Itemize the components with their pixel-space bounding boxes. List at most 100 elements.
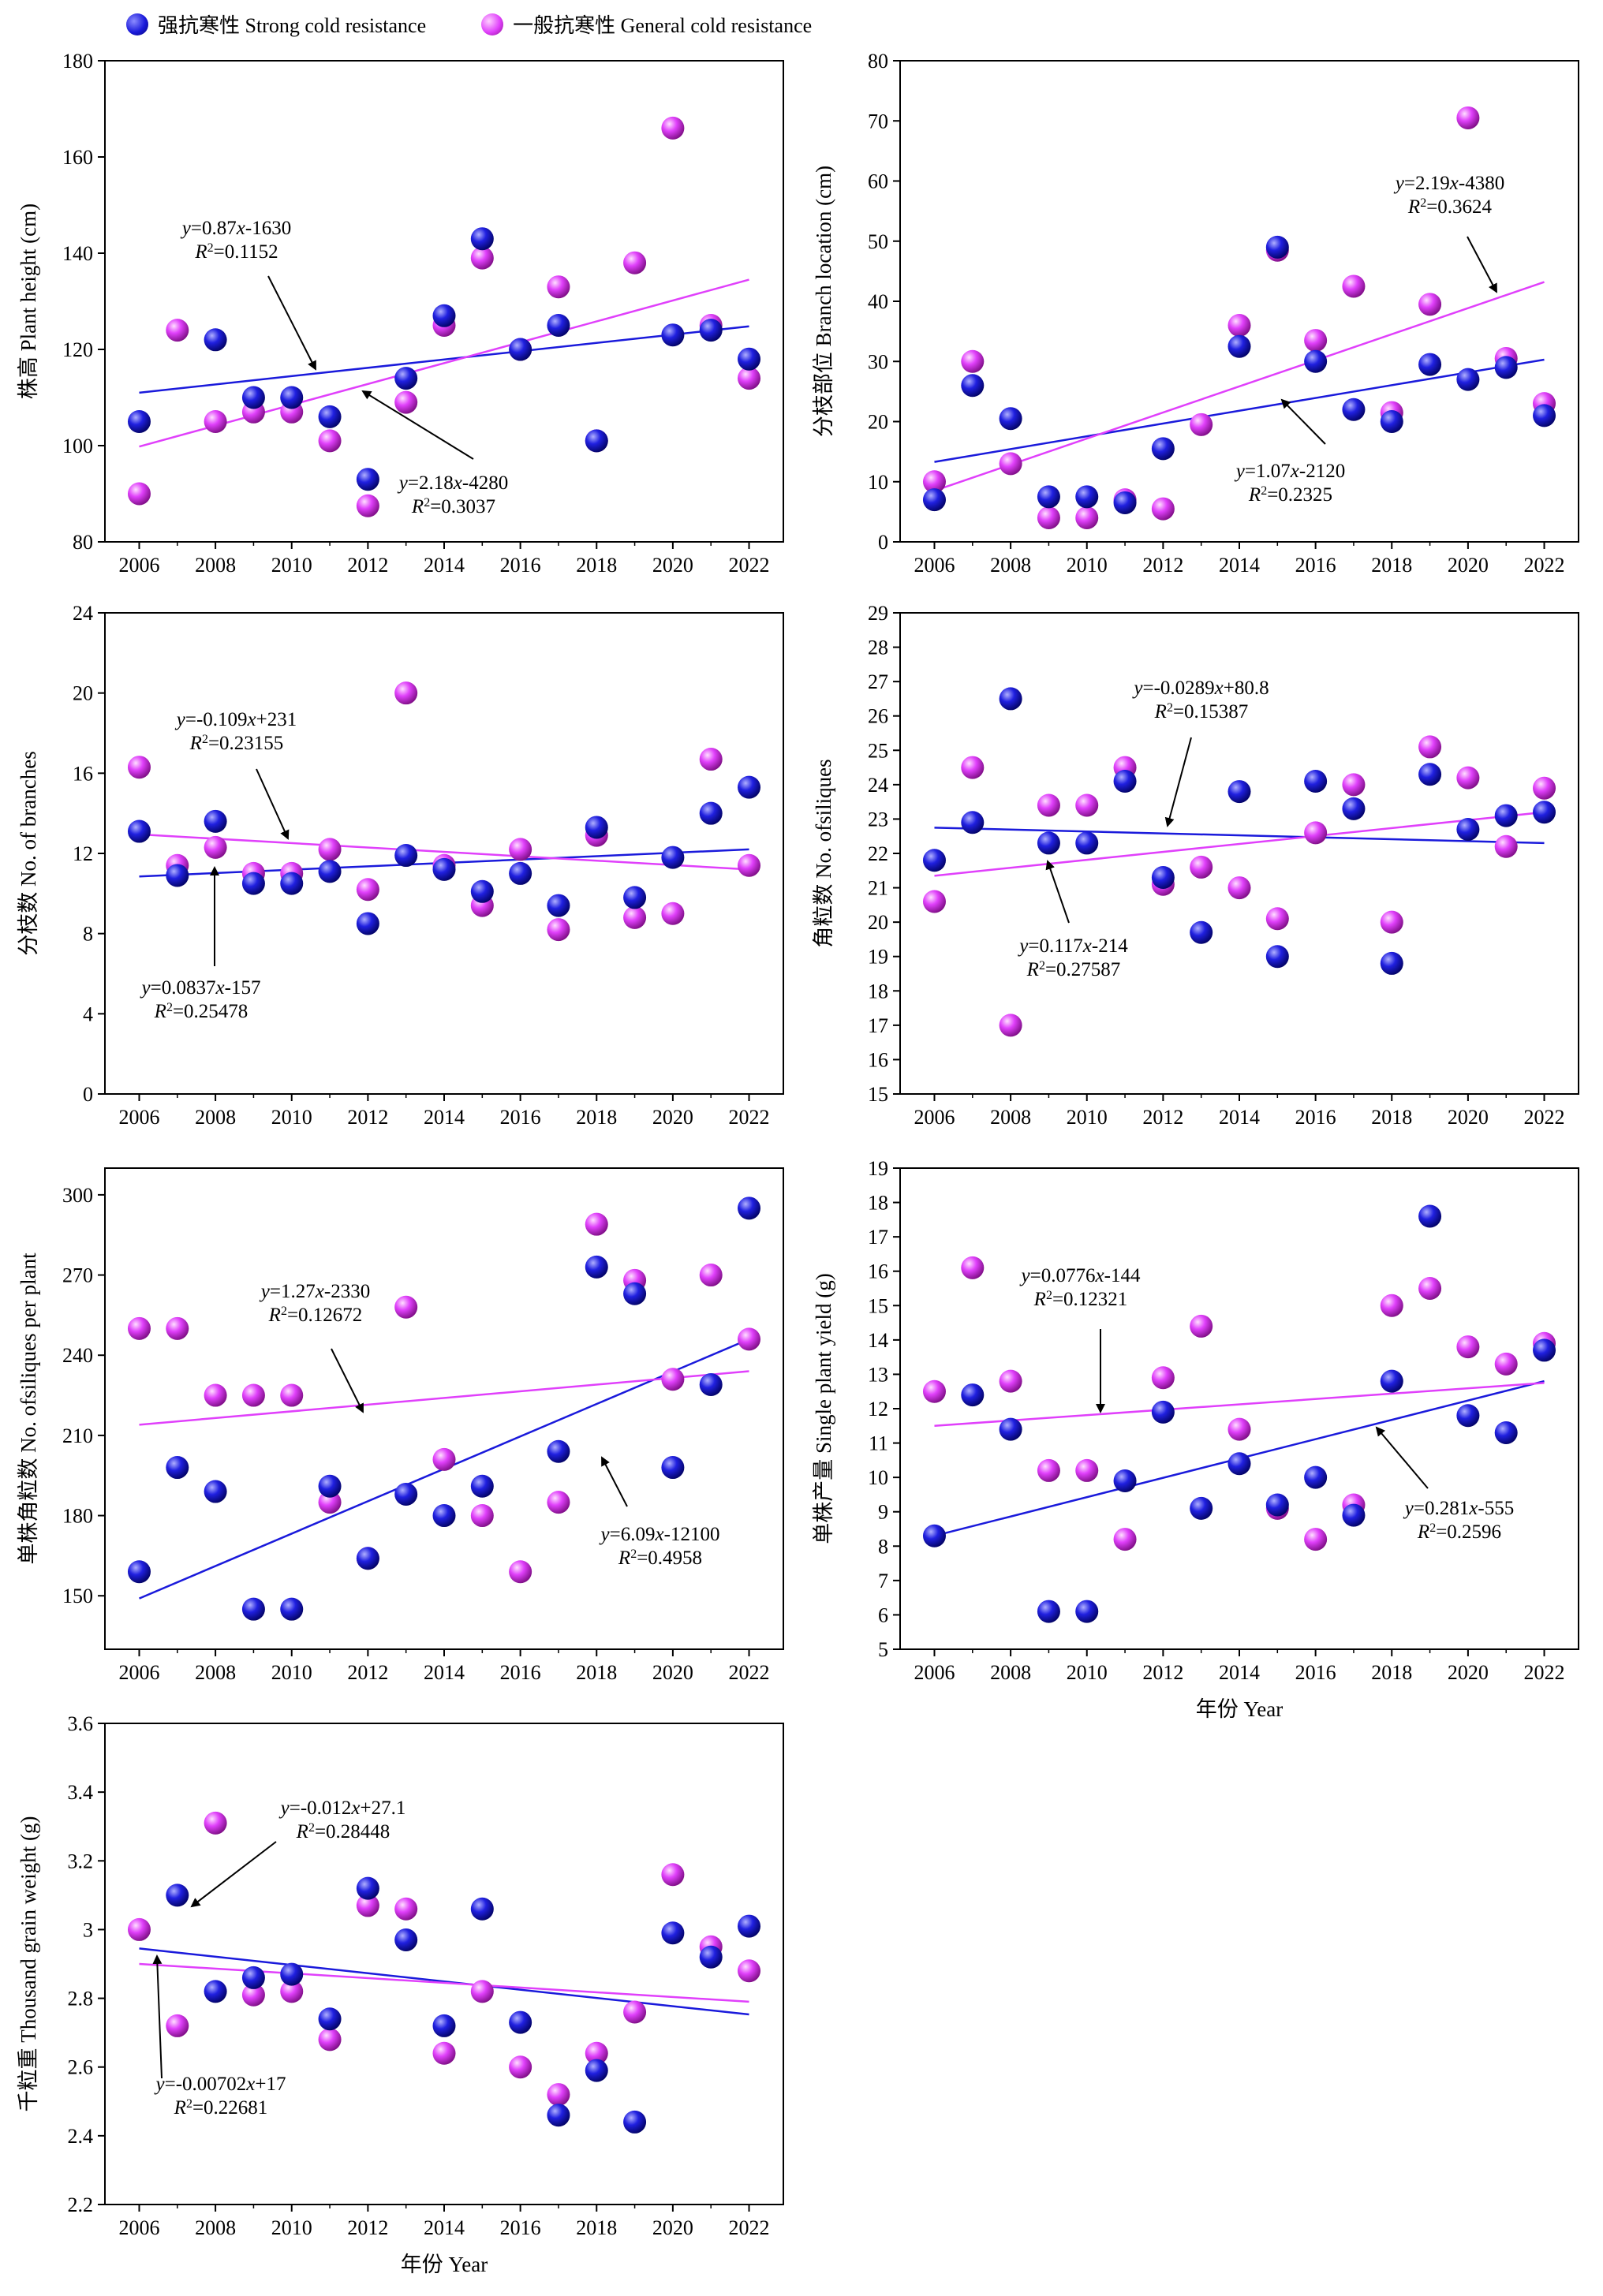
y-tick-label: 23	[868, 808, 888, 831]
point-strong	[1151, 1400, 1175, 1424]
point-strong	[661, 1921, 685, 1945]
r-squared-label: R2=0.22681	[174, 2097, 268, 2119]
point-general	[585, 1212, 608, 1236]
trendline-general	[934, 811, 1545, 877]
x-tick-label: 2018	[576, 554, 617, 577]
x-tick-label: 2014	[1219, 1106, 1260, 1129]
point-strong	[1418, 763, 1442, 786]
y-tick-label: 12	[868, 1398, 888, 1421]
y-tick-label: 16	[73, 762, 93, 785]
point-strong	[585, 429, 608, 453]
point-general	[1075, 1458, 1099, 1482]
point-strong	[280, 1597, 304, 1621]
point-strong	[661, 323, 685, 347]
x-tick-label: 2006	[914, 1661, 955, 1684]
r-squared-label: R2=0.12321	[1033, 1289, 1128, 1311]
y-tick-label: 27	[868, 670, 888, 693]
point-strong	[1037, 485, 1060, 509]
y-tick-label: 19	[868, 946, 888, 969]
point-general	[356, 1894, 379, 1917]
y-tick-label: 60	[868, 170, 888, 193]
point-strong	[356, 912, 379, 935]
point-strong	[318, 1474, 342, 1498]
x-tick-label: 2012	[1142, 1106, 1183, 1129]
x-tick-label: 2012	[1142, 1661, 1183, 1684]
point-strong	[961, 811, 985, 834]
legend-item-strong[interactable]: 强抗寒性 Strong cold resistance	[126, 9, 426, 39]
point-strong	[470, 227, 494, 251]
point-strong	[1418, 353, 1442, 376]
point-general	[470, 246, 494, 270]
point-general	[356, 494, 379, 517]
point-strong	[1265, 945, 1289, 969]
x-axis-label: 年份 Year	[1196, 1697, 1284, 1721]
point-strong	[661, 1456, 685, 1480]
x-tick-label: 2010	[271, 554, 312, 577]
point-general	[1190, 855, 1213, 879]
y-tick-label: 0	[83, 1083, 93, 1106]
y-tick-label: 50	[868, 230, 888, 253]
x-tick-label: 2008	[195, 2216, 236, 2239]
y-tick-label: 2.8	[68, 1988, 94, 2010]
point-strong	[166, 1883, 189, 1907]
x-tick-label: 2012	[347, 1661, 388, 1684]
point-general	[922, 890, 946, 913]
legend-item-general[interactable]: 一般抗寒性 General cold resistance	[481, 9, 812, 39]
x-tick-label: 2010	[1067, 1106, 1108, 1129]
x-tick-label: 2010	[271, 1106, 312, 1129]
point-general	[204, 1811, 227, 1835]
y-axis-label: 分枝部位 Branch location (cm)	[812, 166, 835, 437]
equation-label: y=2.18x-4280	[397, 472, 508, 494]
x-tick-label: 2006	[118, 1106, 159, 1129]
x-tick-label: 2018	[576, 2216, 617, 2239]
chart-panel-2: 2006 2008 2010 2012 2014 2016 2018 2020 2022 0 10 2…	[812, 50, 1579, 577]
chart-panel-6: 2006 2008 2010 2012 2014 2016 2018 2020 2022 5 6 7 8…	[812, 1157, 1579, 1721]
r-squared-label: R2=0.1152	[194, 241, 278, 263]
x-tick-label: 2018	[1371, 1106, 1412, 1129]
legend-general-label: 一般抗寒性 General cold resistance	[513, 14, 813, 37]
r-squared-label: R2=0.2596	[1417, 1521, 1501, 1544]
point-general	[1304, 329, 1328, 353]
x-tick-label: 2010	[271, 2216, 312, 2239]
point-general	[699, 748, 723, 771]
x-tick-label: 2008	[990, 554, 1031, 577]
point-general	[699, 1264, 723, 1287]
point-general	[1075, 793, 1099, 817]
point-strong	[432, 304, 456, 327]
point-strong	[623, 1282, 647, 1305]
r-squared-label: R2=0.2325	[1248, 484, 1332, 506]
point-general	[961, 1256, 985, 1279]
annotation-arrow	[1467, 236, 1497, 293]
y-tick-label: 300	[62, 1184, 93, 1207]
r-squared-label: R2=0.27587	[1026, 959, 1121, 981]
trendline-strong	[934, 827, 1545, 845]
point-strong	[1304, 770, 1328, 793]
y-tick-label: 26	[868, 705, 888, 728]
annotation-arrow	[331, 1348, 364, 1413]
point-general	[738, 1959, 761, 1983]
y-tick-label: 180	[62, 1505, 93, 1528]
x-tick-label: 2008	[990, 1106, 1031, 1129]
point-general	[166, 1316, 189, 1340]
point-general	[1265, 907, 1289, 931]
point-strong	[661, 846, 685, 869]
point-strong	[241, 1597, 265, 1621]
point-general	[241, 1383, 265, 1407]
point-strong	[241, 1966, 265, 1989]
equation-label: y=0.281x-555	[1403, 1498, 1514, 1519]
point-general	[166, 2014, 189, 2037]
y-tick-label: 3.6	[68, 1712, 94, 1735]
x-tick-label: 2016	[500, 1661, 541, 1684]
y-tick-label: 8	[83, 923, 93, 946]
y-tick-label: 10	[868, 1466, 888, 1489]
r-squared-label: R2=0.4958	[618, 1547, 702, 1570]
point-general	[999, 1369, 1022, 1393]
point-general	[1151, 1366, 1175, 1390]
point-strong	[241, 386, 265, 409]
point-strong	[1227, 334, 1251, 358]
x-tick-label: 2016	[1295, 1106, 1336, 1129]
x-tick-label: 2006	[118, 1661, 159, 1684]
point-strong	[961, 1383, 985, 1407]
point-strong	[738, 1914, 761, 1938]
point-general	[394, 1897, 418, 1921]
